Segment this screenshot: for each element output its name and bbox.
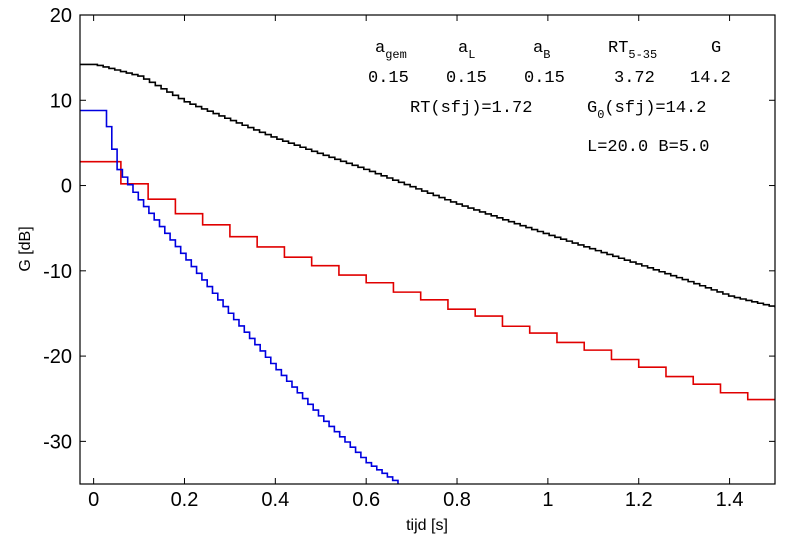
plot-area <box>80 15 775 484</box>
annotation-block: agem aL aB RT5-35 G 0.15 0.15 0.15 3.72 … <box>368 39 731 157</box>
series-line-2 <box>80 160 775 401</box>
y-tick-label: 0 <box>61 176 72 198</box>
x-axis-label: tijd [s] <box>406 517 448 534</box>
y-tick-label: 20 <box>50 5 72 27</box>
x-tick-label: 0.4 <box>261 489 289 511</box>
x-tick-label: 1.2 <box>625 489 653 511</box>
curves-layer <box>80 63 775 484</box>
value-a-gem: 0.15 <box>368 69 409 88</box>
header-a-l: aL <box>458 39 475 62</box>
g0-sfj-text: G0(sfj)=14.2 <box>587 99 706 122</box>
x-tick-label: 0.2 <box>171 489 199 511</box>
header-a-gem: agem <box>375 39 407 62</box>
value-a-b: 0.15 <box>524 69 565 88</box>
header-g: G <box>711 39 721 58</box>
x-tick-label: 1.4 <box>716 489 744 511</box>
value-g: 14.2 <box>690 69 731 88</box>
y-tick-label: -30 <box>43 431 72 453</box>
value-a-l: 0.15 <box>446 69 487 88</box>
x-tick-label: 0.6 <box>352 489 380 511</box>
x-tick-label: 0.8 <box>443 489 471 511</box>
x-tick-label: 1 <box>542 489 553 511</box>
header-a-b: aB <box>533 39 550 62</box>
header-rt: RT5-35 <box>608 39 657 62</box>
y-axis-label: G [dB] <box>17 226 34 271</box>
y-tick-label: -20 <box>43 346 72 368</box>
series-line-3 <box>80 109 399 484</box>
y-tick-label: 10 <box>50 90 72 112</box>
y-tick-label: -10 <box>43 261 72 283</box>
dimensions-text: L=20.0 B=5.0 <box>587 138 709 157</box>
ticks-layer: 0 0.2 0.4 0.6 0.8 1 1.2 1.4 20 10 0 -10 -20 -30 <box>43 5 775 511</box>
value-rt: 3.72 <box>614 69 655 88</box>
series-line-1 <box>80 63 775 308</box>
plot-frame <box>79 14 776 485</box>
x-tick-label: 0 <box>88 489 99 511</box>
rt-sfj-text: RT(sfj)=1.72 <box>410 99 532 118</box>
